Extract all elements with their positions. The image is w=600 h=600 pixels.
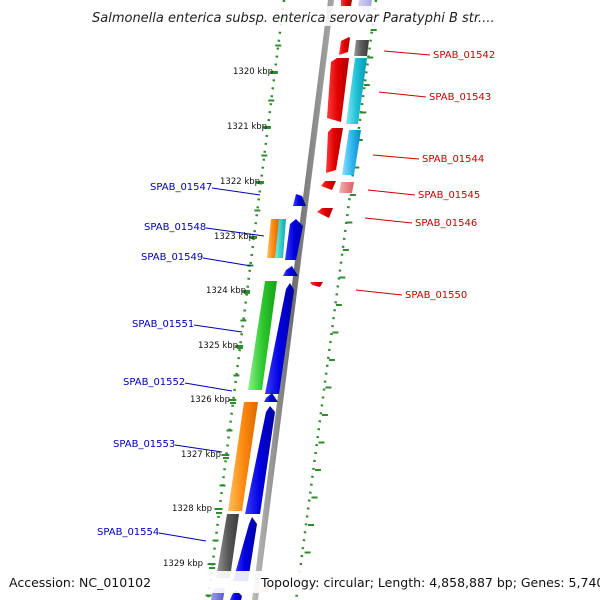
label-leader-line bbox=[364, 217, 413, 224]
gene-feature bbox=[264, 393, 278, 402]
label-leader-line bbox=[193, 324, 243, 333]
map-title: Salmonella enterica subsp. enterica sero… bbox=[92, 11, 495, 26]
gene-label-spab-01549[interactable]: SPAB_01549 bbox=[141, 252, 203, 263]
label-leader-line bbox=[205, 227, 265, 237]
kbp-label: 1323 kbp bbox=[214, 232, 254, 242]
gene-feature bbox=[228, 402, 258, 511]
kbp-label: 1320 kbp bbox=[233, 67, 273, 77]
label-leader-line bbox=[378, 91, 427, 98]
gene-feature bbox=[354, 40, 369, 56]
gene-feature bbox=[310, 282, 323, 287]
gene-label-spab-01544[interactable]: SPAB_01544 bbox=[422, 154, 484, 165]
genome-stats-text: Topology: circular; Length: 4,858,887 bp… bbox=[260, 575, 600, 590]
gene-feature bbox=[317, 208, 333, 218]
right-gene-labels[interactable]: SPAB_01542 SPAB_01543 SPAB_01544 SPAB_01… bbox=[355, 50, 495, 301]
right-dotted-rail bbox=[294, 0, 378, 600]
gene-label-spab-01554[interactable]: SPAB_01554 bbox=[97, 527, 159, 538]
gene-feature bbox=[326, 128, 343, 173]
label-leader-line bbox=[355, 289, 403, 296]
label-leader-line bbox=[383, 50, 431, 56]
reverse-strand-features[interactable] bbox=[310, 0, 372, 287]
kbp-label: 1322 kbp bbox=[220, 177, 260, 187]
gene-feature bbox=[230, 590, 242, 600]
gene-feature bbox=[265, 283, 294, 394]
gene-label-spab-01551[interactable]: SPAB_01551 bbox=[132, 319, 194, 330]
kbp-label: 1324 kbp bbox=[206, 286, 246, 296]
gene-feature bbox=[341, 0, 352, 6]
genome-backbone bbox=[252, 0, 334, 600]
gene-feature bbox=[339, 182, 354, 193]
title-backdrop bbox=[80, 6, 520, 26]
kbp-label: 1321 kbp bbox=[227, 122, 267, 132]
gene-feature bbox=[342, 130, 361, 175]
gene-label-spab-01546[interactable]: SPAB_01546 bbox=[415, 218, 477, 229]
label-leader-line bbox=[158, 532, 207, 542]
gene-feature bbox=[339, 37, 350, 55]
label-leader-line bbox=[174, 444, 223, 453]
label-leader-line bbox=[372, 154, 420, 160]
gene-feature bbox=[275, 219, 286, 258]
kbp-scale: 1320 kbp 1321 kbp 1322 kbp 1323 kbp 1324… bbox=[163, 67, 273, 569]
gene-feature bbox=[283, 266, 298, 276]
gene-feature bbox=[245, 406, 275, 514]
label-leader-line bbox=[184, 382, 233, 392]
gene-feature bbox=[285, 219, 303, 260]
kbp-label: 1327 kbp bbox=[181, 450, 221, 460]
kbp-label: 1326 kbp bbox=[190, 395, 230, 405]
gene-label-spab-01542[interactable]: SPAB_01542 bbox=[433, 50, 495, 61]
gene-label-spab-01547[interactable]: SPAB_01547 bbox=[150, 182, 212, 193]
footer-backdrop bbox=[0, 571, 600, 593]
gene-label-spab-01545[interactable]: SPAB_01545 bbox=[418, 190, 480, 201]
gene-feature bbox=[248, 281, 277, 390]
gene-feature bbox=[216, 514, 239, 578]
gene-label-spab-01550[interactable]: SPAB_01550 bbox=[405, 290, 467, 301]
left-gene-labels[interactable]: SPAB_01547 SPAB_01548 SPAB_01549 SPAB_01… bbox=[97, 182, 265, 542]
gene-label-spab-01548[interactable]: SPAB_01548 bbox=[144, 222, 206, 233]
gene-feature bbox=[327, 58, 349, 122]
kbp-label: 1329 kbp bbox=[163, 559, 203, 569]
accession-text: Accession: NC_010102 bbox=[9, 575, 151, 590]
gene-feature bbox=[293, 194, 306, 206]
gene-label-spab-01543[interactable]: SPAB_01543 bbox=[429, 92, 491, 103]
gene-label-spab-01553[interactable]: SPAB_01553 bbox=[113, 439, 175, 450]
gene-feature bbox=[346, 58, 367, 124]
gene-feature bbox=[233, 517, 257, 581]
label-leader-line bbox=[211, 187, 261, 196]
gene-label-spab-01552[interactable]: SPAB_01552 bbox=[123, 377, 185, 388]
gene-feature bbox=[321, 181, 336, 190]
label-leader-line bbox=[202, 257, 252, 267]
kbp-label: 1325 kbp bbox=[198, 341, 238, 351]
label-leader-line bbox=[367, 189, 416, 196]
kbp-label: 1328 kbp bbox=[172, 504, 212, 514]
